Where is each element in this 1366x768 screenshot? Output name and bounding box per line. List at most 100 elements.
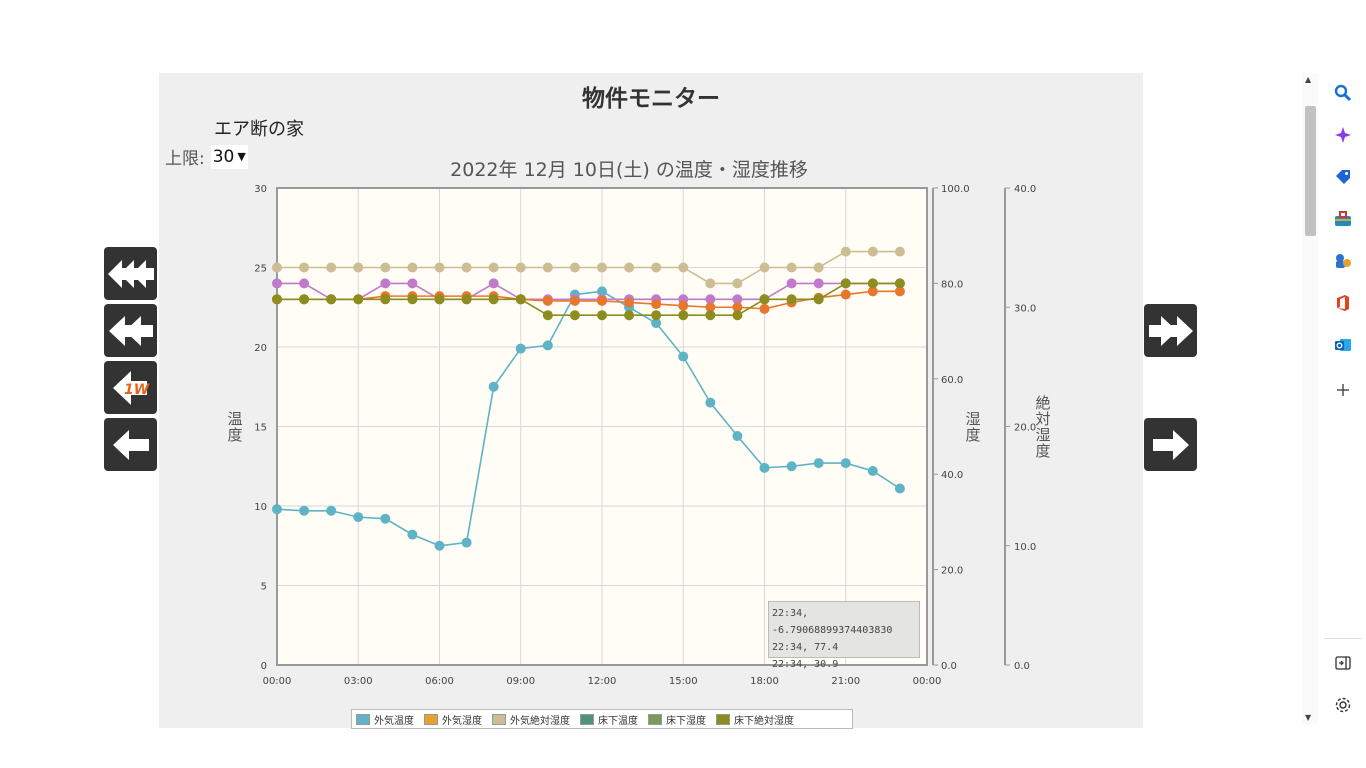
scroll-down-icon[interactable]: ▼ bbox=[1305, 713, 1312, 722]
y-tick-label-abs-humidity: 10.0 bbox=[1014, 542, 1036, 553]
x-tick-label: 00:00 bbox=[913, 676, 942, 687]
legend-label: 床下温度 bbox=[598, 715, 638, 727]
x-tick-label: 21:00 bbox=[831, 676, 860, 687]
legend-item[interactable]: 床下温度 bbox=[580, 712, 638, 727]
data-point bbox=[705, 397, 716, 408]
outlook-icon[interactable] bbox=[1331, 333, 1355, 357]
x-tick-label: 18:00 bbox=[750, 676, 779, 687]
tooltip-line: 22:34, 77.4 bbox=[772, 642, 839, 653]
legend-item[interactable]: 外気絶対湿度 bbox=[492, 712, 570, 727]
limit-label: 上限: bbox=[165, 149, 205, 169]
split-screen-icon[interactable] bbox=[1331, 651, 1355, 675]
y-tick-label-abs-humidity: 20.0 bbox=[1014, 423, 1036, 434]
data-point bbox=[732, 278, 743, 289]
data-point bbox=[894, 483, 905, 494]
legend-label: 床下絶対湿度 bbox=[734, 715, 794, 727]
y-tick-label-humidity: 60.0 bbox=[941, 375, 963, 386]
forward-day-button[interactable] bbox=[1144, 418, 1197, 471]
back-day-button[interactable] bbox=[104, 418, 157, 471]
data-point bbox=[759, 262, 770, 273]
search-icon[interactable] bbox=[1331, 81, 1355, 105]
x-tick-label: 15:00 bbox=[669, 676, 698, 687]
data-point bbox=[759, 294, 770, 305]
triple-arrow-left-icon bbox=[107, 259, 154, 288]
data-point bbox=[569, 295, 580, 306]
data-point bbox=[434, 262, 445, 273]
toolbox-icon[interactable] bbox=[1331, 207, 1355, 231]
data-point bbox=[840, 289, 851, 300]
legend-label: 外気絶対湿度 bbox=[510, 715, 570, 727]
data-point bbox=[569, 262, 580, 273]
legend-swatch bbox=[356, 713, 370, 725]
data-point bbox=[867, 246, 878, 257]
legend-item[interactable]: 外気湿度 bbox=[424, 712, 482, 727]
data-point bbox=[407, 294, 418, 305]
data-point bbox=[867, 286, 878, 297]
y-axis-label-temperature: 温 bbox=[227, 410, 242, 428]
legend-swatch bbox=[648, 713, 662, 725]
data-point bbox=[488, 278, 499, 289]
data-point bbox=[813, 294, 824, 305]
data-point bbox=[299, 262, 310, 273]
legend-item[interactable]: 床下絶対湿度 bbox=[716, 712, 794, 727]
back-1w-button[interactable]: 1W bbox=[104, 361, 157, 414]
copilot-icon[interactable] bbox=[1331, 123, 1355, 147]
plus-icon[interactable] bbox=[1331, 378, 1355, 402]
y-tick-label-humidity: 20.0 bbox=[941, 566, 963, 577]
tooltip-line: 22:34, 30.9 bbox=[772, 659, 839, 670]
data-point bbox=[759, 303, 770, 314]
svg-text:1W: 1W bbox=[124, 382, 150, 398]
data-point bbox=[894, 278, 905, 289]
data-point bbox=[705, 310, 716, 321]
data-point bbox=[597, 286, 607, 297]
y-axis-label-temperature: 度 bbox=[227, 426, 242, 444]
data-point bbox=[380, 513, 391, 524]
data-point bbox=[894, 246, 905, 257]
y-axis-label-abs-humidity: 絶 bbox=[1035, 394, 1050, 412]
data-point bbox=[515, 294, 526, 305]
limit-row: 上限: 30 ▼ bbox=[165, 144, 248, 169]
double-arrow-left-icon bbox=[108, 315, 153, 346]
settings-icon[interactable] bbox=[1331, 693, 1355, 717]
arrow-left-icon bbox=[112, 429, 149, 460]
data-point bbox=[326, 294, 337, 305]
data-point bbox=[299, 294, 310, 305]
data-point bbox=[813, 262, 824, 273]
back-week-fast-button[interactable] bbox=[104, 304, 157, 357]
games-icon[interactable] bbox=[1331, 249, 1355, 273]
data-point bbox=[272, 262, 282, 273]
y-tick-label-temperature: 30 bbox=[254, 184, 267, 195]
data-point bbox=[786, 278, 797, 289]
y-axis-label-abs-humidity: 度 bbox=[1035, 442, 1050, 460]
legend-item[interactable]: 床下湿度 bbox=[648, 712, 706, 727]
data-point bbox=[597, 310, 607, 321]
limit-select[interactable]: 30 ▼ bbox=[210, 144, 248, 169]
page-scrollbar[interactable]: ▲ ▼ bbox=[1302, 73, 1318, 725]
data-point bbox=[678, 300, 689, 311]
y-tick-label-abs-humidity: 0.0 bbox=[1014, 661, 1030, 672]
scroll-up-icon[interactable]: ▲ bbox=[1305, 75, 1312, 84]
data-point bbox=[407, 278, 418, 289]
data-point bbox=[461, 262, 472, 273]
data-point bbox=[353, 512, 364, 523]
scroll-thumb[interactable] bbox=[1305, 106, 1316, 236]
forward-fast-button[interactable] bbox=[1144, 304, 1197, 357]
legend-item[interactable]: 外気温度 bbox=[356, 712, 414, 727]
y-axis-label-humidity: 湿 bbox=[965, 410, 980, 428]
data-point bbox=[542, 295, 553, 306]
data-point bbox=[353, 262, 364, 273]
data-point bbox=[272, 278, 282, 289]
y-axis-label-humidity: 度 bbox=[965, 426, 980, 444]
data-point bbox=[299, 278, 310, 289]
main-panel: 物件モニター エア断の家 上限: 30 ▼ 2022年 12月 10日(土) の… bbox=[159, 73, 1143, 729]
y-axis-label-abs-humidity: 対 bbox=[1035, 410, 1050, 428]
y-tick-label-humidity: 100.0 bbox=[941, 184, 970, 195]
data-point bbox=[813, 278, 824, 289]
data-point bbox=[488, 262, 499, 273]
double-arrow-right-icon bbox=[1148, 315, 1193, 346]
back-month-button[interactable] bbox=[104, 247, 157, 300]
tag-icon[interactable] bbox=[1331, 165, 1355, 189]
x-tick-label: 03:00 bbox=[344, 676, 373, 687]
data-point bbox=[434, 294, 445, 305]
office-icon[interactable] bbox=[1331, 291, 1355, 315]
